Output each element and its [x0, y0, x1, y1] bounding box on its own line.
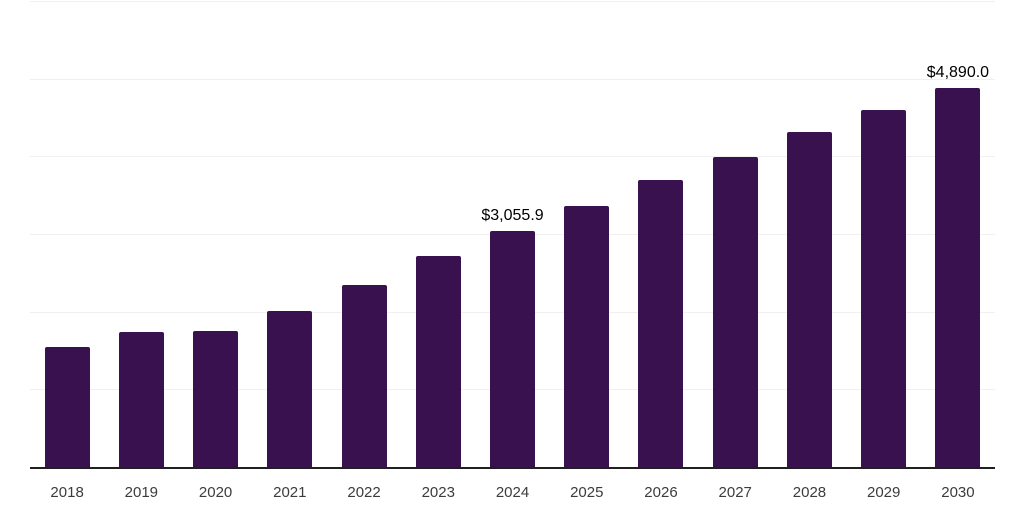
- plot-area: $3,055.9 $4,890.0: [30, 1, 995, 468]
- bar-2018[interactable]: [44, 346, 90, 468]
- x-axis-tick-label: 2029: [867, 484, 901, 501]
- bar-cell: [550, 2, 624, 468]
- bar-2026[interactable]: [638, 180, 684, 468]
- bar-cell: [178, 2, 252, 468]
- bar-2029[interactable]: [861, 109, 907, 468]
- bar-value-label: $4,890.0: [926, 64, 990, 82]
- bar-value-label: $3,055.9: [481, 206, 544, 224]
- bar-cell: [772, 2, 846, 468]
- bar-2028[interactable]: [786, 132, 832, 468]
- gridline: [30, 156, 995, 158]
- x-axis-tick-label: 2023: [421, 484, 455, 501]
- bar-2022[interactable]: [341, 285, 387, 468]
- bar-2020[interactable]: [193, 330, 239, 468]
- gridline: [30, 78, 995, 80]
- x-axis-tick-label: 2026: [644, 484, 678, 501]
- bar-2025[interactable]: [564, 206, 610, 468]
- bar-cell: [30, 2, 104, 468]
- x-axis-line: [30, 467, 995, 469]
- bar-2021[interactable]: [267, 311, 313, 468]
- x-axis-tick-label: 2025: [570, 484, 604, 501]
- bar-cell: [253, 2, 327, 468]
- bar-cell: [104, 2, 178, 468]
- x-axis-tick-label: 2020: [198, 484, 233, 501]
- x-axis-tick-label: 2024: [495, 484, 530, 501]
- x-axis-tick-label: 2021: [273, 484, 307, 501]
- x-axis-tick-label: 2022: [347, 484, 381, 501]
- bar-2019[interactable]: [118, 332, 164, 468]
- bar-2024[interactable]: [490, 230, 536, 468]
- bar-2030[interactable]: [935, 88, 981, 468]
- x-axis-labels: 2018 2019 2020 2021 2022 2023 2024 2025 2026 2027…: [30, 484, 995, 502]
- bar-cell: [624, 2, 698, 468]
- bar-cell: [327, 2, 401, 468]
- bar-cell: [847, 2, 921, 468]
- x-axis-tick-label: 2019: [124, 484, 159, 501]
- bar-cell: $3,055.9: [475, 2, 549, 468]
- bars: $3,055.9 $4,890.0: [30, 2, 995, 468]
- x-axis-tick-label: 2027: [718, 484, 752, 501]
- gridline: [30, 1, 995, 2]
- x-axis-tick-label: 2030: [941, 484, 975, 501]
- bar-cell: [698, 2, 772, 468]
- x-axis-tick-label: 2018: [50, 484, 84, 501]
- bar-cell: [401, 2, 475, 468]
- bar-cell: $4,890.0: [921, 2, 995, 468]
- x-axis-tick-label: 2028: [792, 484, 827, 501]
- bar-2027[interactable]: [712, 157, 758, 468]
- bar-2023[interactable]: [415, 255, 461, 468]
